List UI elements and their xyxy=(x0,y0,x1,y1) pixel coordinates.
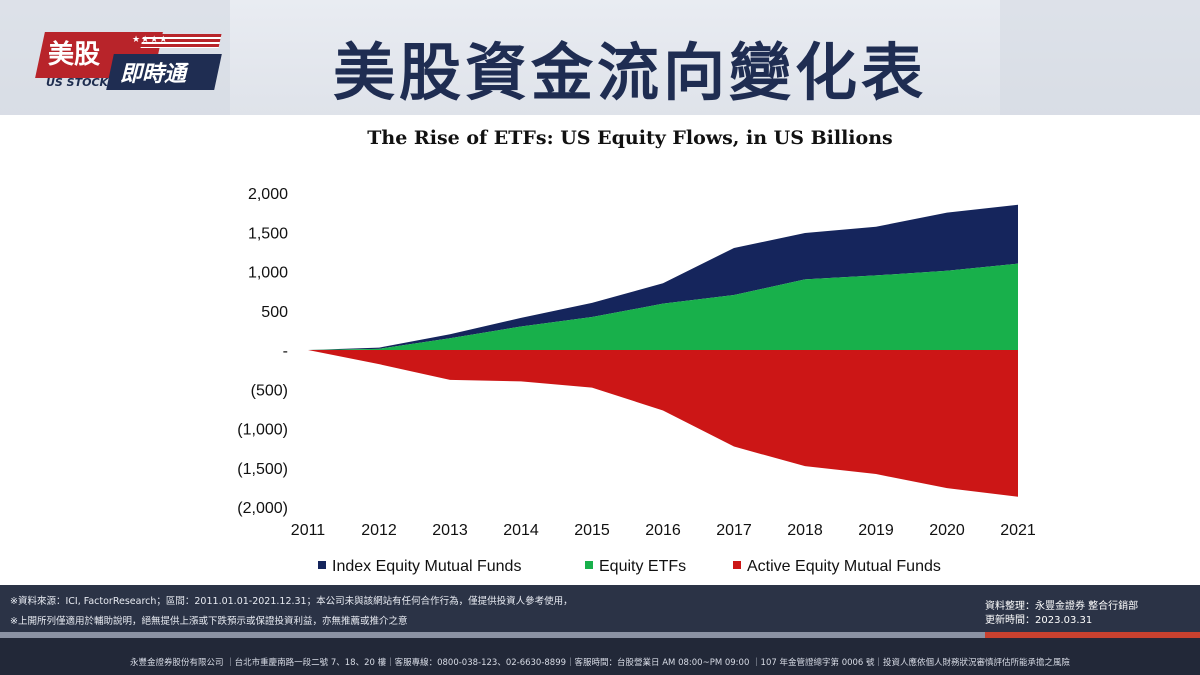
legend-swatch xyxy=(733,561,741,569)
x-tick-label: 2017 xyxy=(716,522,752,539)
x-tick-label: 2011 xyxy=(291,522,326,539)
y-tick-label: (500) xyxy=(251,382,288,399)
company-strip xyxy=(0,638,1200,675)
accent-bar xyxy=(985,632,1200,638)
page-title: 美股資金流向變化表 xyxy=(332,36,927,109)
y-tick-label: 1,500 xyxy=(248,225,288,242)
series-area-active-equity-mutual-funds xyxy=(308,350,1018,497)
y-tick-label: (1,000) xyxy=(237,422,288,439)
y-tick-label: (1,500) xyxy=(237,461,288,478)
x-tick-label: 2016 xyxy=(645,522,681,539)
company-info: 永豐金證券股份有限公司 ｜台北市重慶南路一段二號 7、18、20 樓｜客服專線：… xyxy=(129,658,1071,668)
x-tick-label: 2020 xyxy=(929,522,965,539)
x-tick-label: 2012 xyxy=(361,522,397,539)
updated-label: 更新時間： xyxy=(985,615,1035,626)
chart-title: The Rise of ETFs: US Equity Flows, in US… xyxy=(367,127,893,149)
legend-swatch xyxy=(585,561,593,569)
logo-sub-text: US STOCK xyxy=(46,76,109,89)
legend-label: Active Equity Mutual Funds xyxy=(747,558,941,575)
y-tick-label: 1,000 xyxy=(248,265,288,282)
compiled-by-label: 資料整理： xyxy=(985,601,1035,612)
source-note: ※資料來源：ICI, FactorResearch；區間：2011.01.01-… xyxy=(10,596,573,607)
legend-swatch xyxy=(318,561,326,569)
logo-main-text: 美股 xyxy=(48,40,101,70)
x-tick-label: 2018 xyxy=(787,522,823,539)
footer: ※資料來源：ICI, FactorResearch；區間：2011.01.01-… xyxy=(0,585,1200,675)
x-tick-label: 2014 xyxy=(503,522,539,539)
y-tick-label: (2,000) xyxy=(237,500,288,517)
legend-label: Equity ETFs xyxy=(599,558,686,575)
equity-flows-chart: 2,000 1,500 1,000 500 - (500) (1,000) (1,500) (2… xyxy=(237,186,1036,575)
x-tick-label: 2019 xyxy=(858,522,894,539)
stars-icon: ★★★★ xyxy=(132,35,169,45)
chart-area: The Rise of ETFs: US Equity Flows, in US… xyxy=(0,115,1200,585)
logo: ★★★★ 美股 即時通 US STOCK xyxy=(35,32,222,94)
x-tick-label: 2021 xyxy=(1000,522,1036,539)
y-tick-label: - xyxy=(283,343,288,360)
legend-label: Index Equity Mutual Funds xyxy=(332,558,521,575)
y-tick-label: 2,000 xyxy=(248,186,288,203)
logo-badge-text: 即時通 xyxy=(120,62,187,87)
x-tick-label: 2013 xyxy=(432,522,468,539)
updated-value: 2023.03.31 xyxy=(1035,615,1093,626)
compiled-by: 資料整理：永豐金證券 整合行銷部 xyxy=(985,597,1138,612)
compiled-by-value: 永豐金證券 整合行銷部 xyxy=(1035,601,1139,612)
x-tick-label: 2015 xyxy=(574,522,610,539)
updated-time: 更新時間：2023.03.31 xyxy=(985,611,1092,626)
series-area-equity-etfs xyxy=(308,263,1018,350)
series-area-index-equity-mutual-funds xyxy=(308,204,1018,350)
header-banner: ★★★★ 美股 即時通 US STOCK 美股資金流向變化表 xyxy=(0,0,1200,115)
background-building xyxy=(1000,0,1200,115)
divider-bar xyxy=(0,632,985,638)
disclaimer-note: ※上開所列僅適用於輔助說明，絕無提供上漲或下跌預示或保證投資利益，亦無推薦或推介… xyxy=(10,616,408,627)
y-tick-label: 500 xyxy=(261,304,288,321)
